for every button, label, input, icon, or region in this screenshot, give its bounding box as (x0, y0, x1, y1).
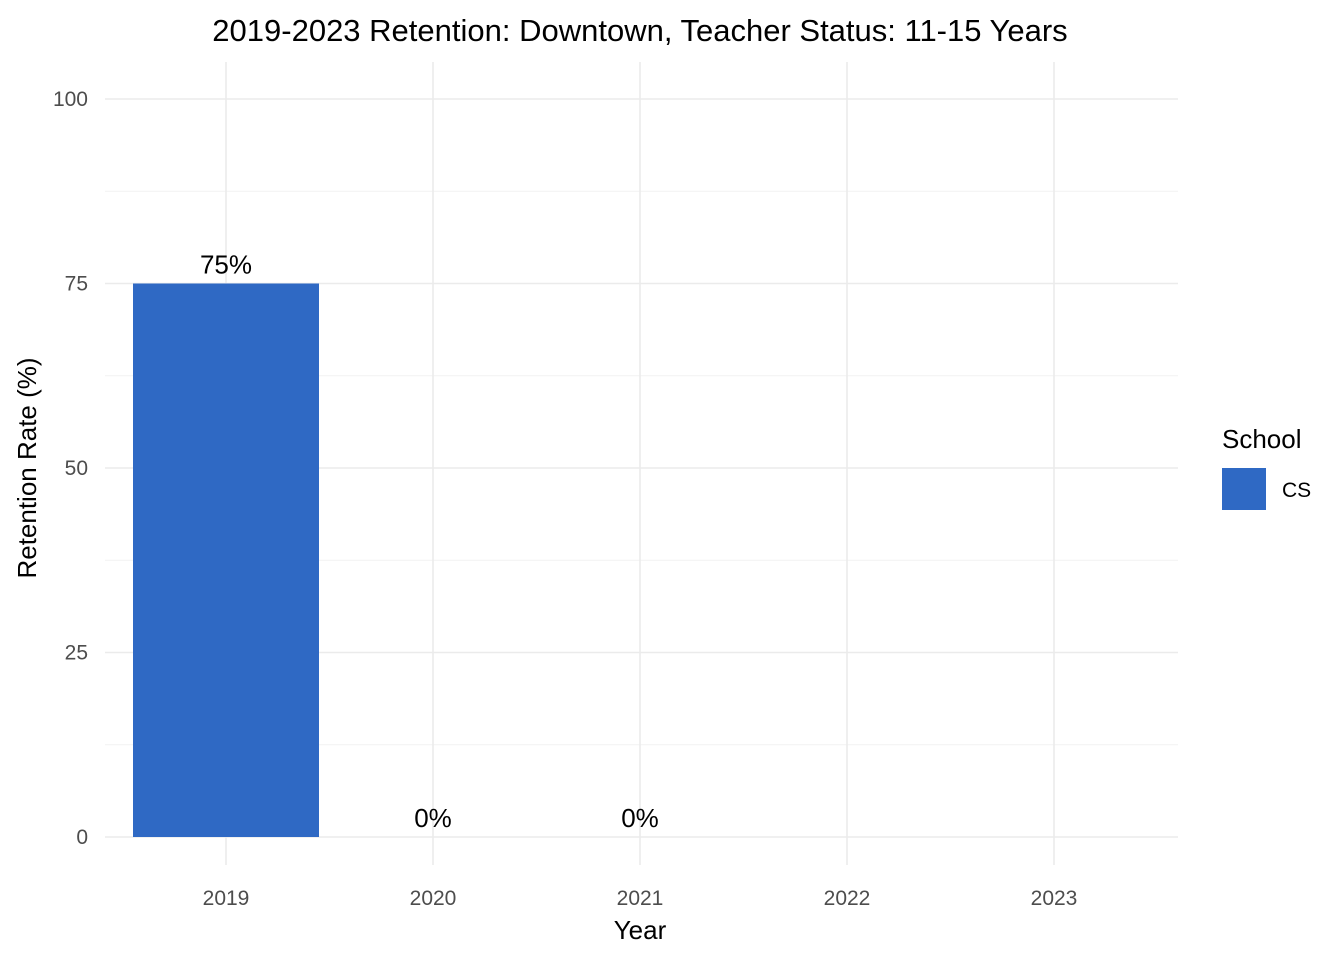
legend-title: School (1222, 424, 1302, 454)
bar-label-2021: 0% (621, 803, 659, 833)
y-tick-label: 100 (53, 88, 88, 111)
x-tick-label: 2020 (410, 887, 457, 910)
legend-label: CS (1282, 479, 1311, 502)
x-tick-label: 2022 (824, 887, 871, 910)
y-tick-label: 25 (65, 642, 88, 665)
y-axis-ticks: 0 25 50 75 100 (53, 88, 88, 849)
bar-label-2020: 0% (414, 803, 452, 833)
y-tick-label: 75 (65, 273, 88, 296)
bar-series (133, 283, 319, 837)
x-axis-title: Year (614, 915, 667, 945)
x-axis-ticks: 2019 2020 2021 2022 2023 (203, 887, 1078, 910)
y-axis-title: Retention Rate (%) (12, 357, 42, 578)
bar-label-2019: 75% (200, 250, 252, 280)
x-tick-label: 2023 (1031, 887, 1078, 910)
x-tick-label: 2021 (617, 887, 664, 910)
chart-title: 2019-2023 Retention: Downtown, Teacher S… (212, 13, 1067, 48)
bar-labels: 75% 0% 0% (200, 250, 659, 834)
x-tick-label: 2019 (203, 887, 250, 910)
bar-2019 (133, 283, 319, 837)
legend-swatch (1222, 468, 1266, 510)
y-tick-label: 0 (76, 826, 88, 849)
legend: School CS (1222, 424, 1311, 510)
y-tick-label: 50 (65, 457, 88, 480)
